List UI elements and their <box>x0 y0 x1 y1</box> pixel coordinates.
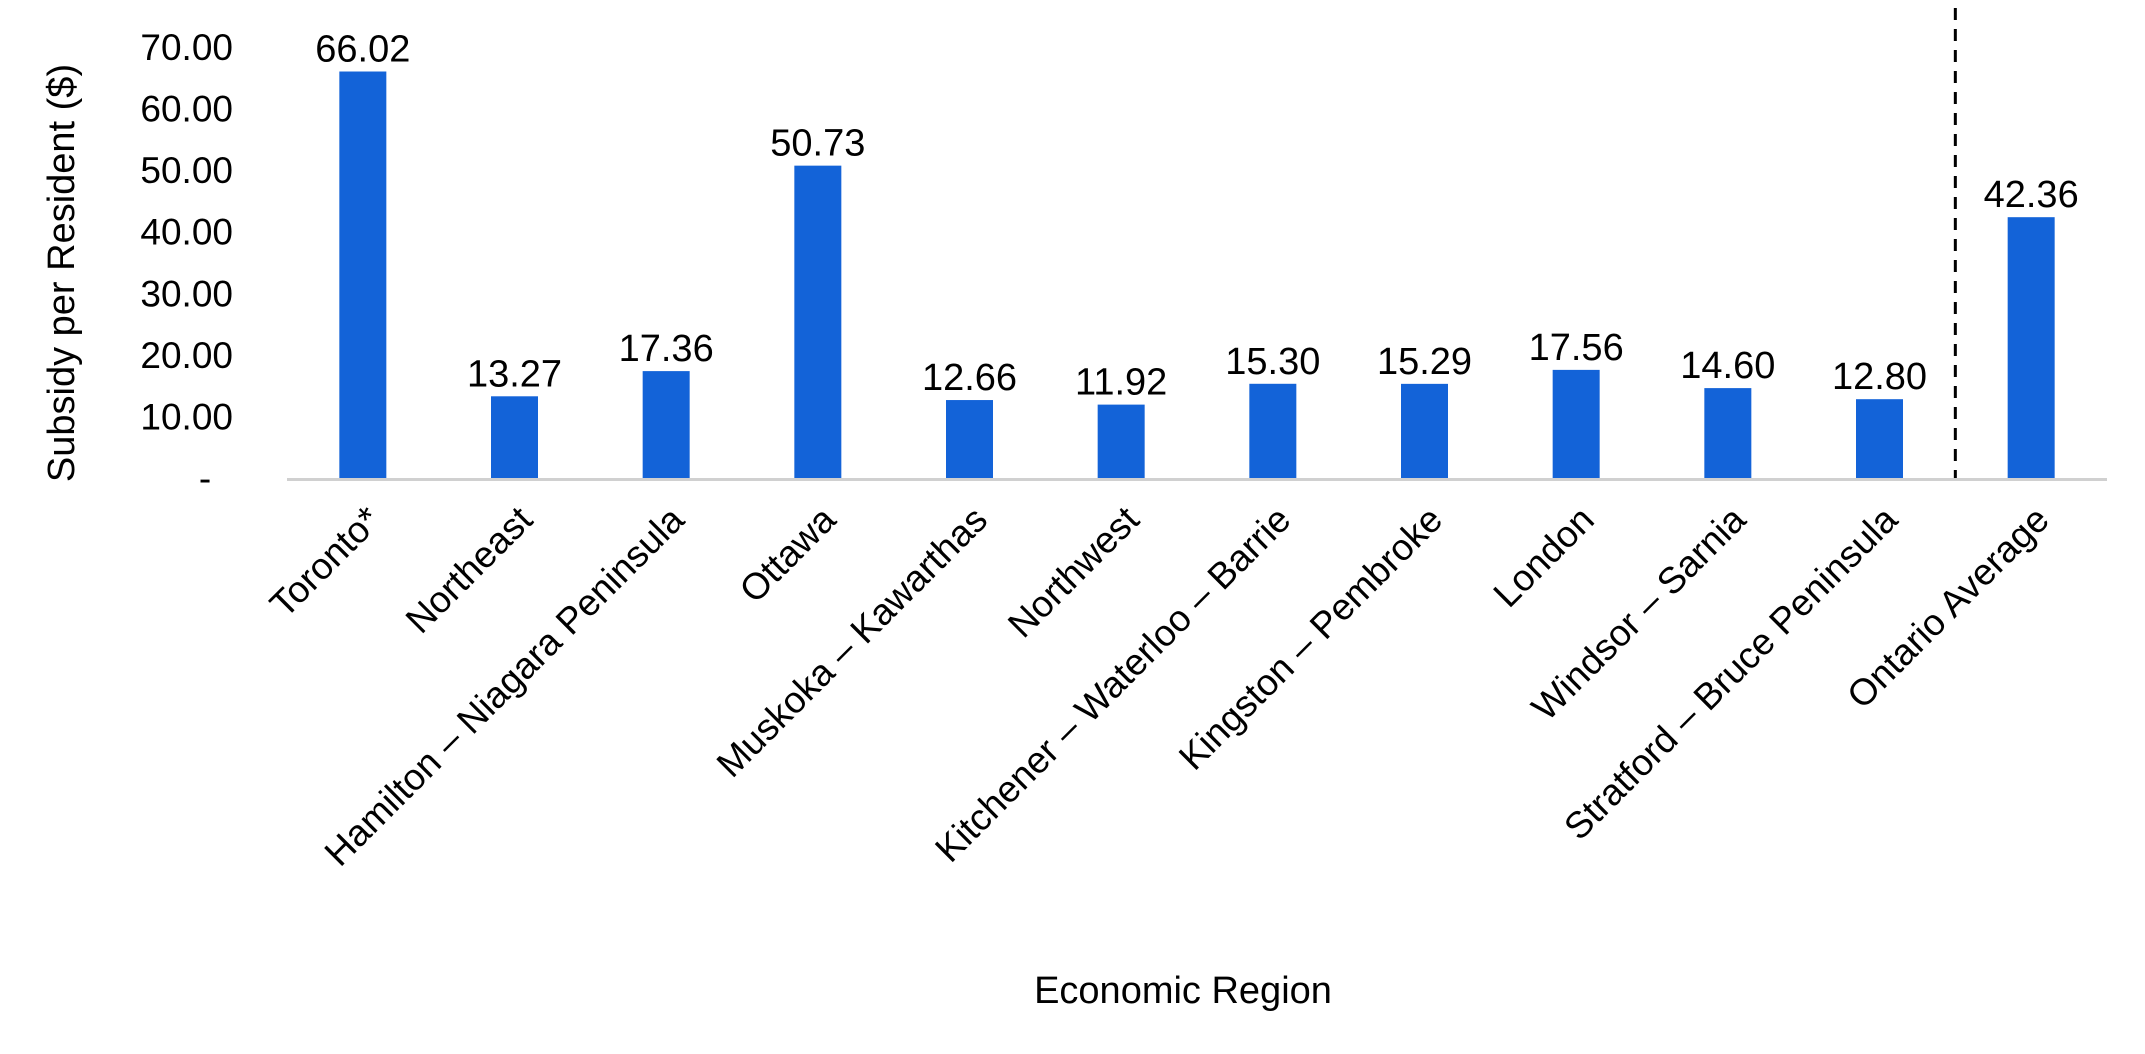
y-axis-ticks: - 10.00 20.00 30.00 40.00 50.00 60.00 70.00 <box>140 27 233 499</box>
y-tick-label: - <box>199 458 211 499</box>
category-label: Ottawa <box>732 498 844 610</box>
data-label: 11.92 <box>1075 362 1167 404</box>
y-tick-label: 70.00 <box>140 27 233 68</box>
bar <box>642 371 690 478</box>
category-label: London <box>1486 499 1602 615</box>
category-label: Northwest <box>1000 498 1147 645</box>
category-label: Toronto* <box>262 499 388 625</box>
bar <box>1401 383 1448 478</box>
data-label: 50.73 <box>770 123 865 165</box>
y-tick-label: 50.00 <box>140 150 233 191</box>
data-label: 17.56 <box>1529 327 1624 369</box>
data-labels: 66.02 13.27 17.36 50.73 12.66 11.92 15.30 15.29… <box>315 29 2078 404</box>
bar <box>1097 404 1145 478</box>
bar <box>1704 388 1752 478</box>
y-tick-label: 40.00 <box>140 212 233 253</box>
data-label: 42.36 <box>1984 174 2079 216</box>
bar <box>946 400 993 478</box>
bar <box>1856 399 1903 478</box>
category-label: Kingston – Pembroke <box>1171 499 1450 778</box>
bars <box>339 71 2055 479</box>
category-label: Muskoka – Kawarthas <box>709 499 995 785</box>
bar <box>491 396 538 478</box>
data-label: 13.27 <box>467 353 562 395</box>
bar <box>794 165 842 479</box>
data-label: 12.80 <box>1832 356 1927 398</box>
bar <box>339 71 387 478</box>
data-label: 14.60 <box>1680 345 1775 387</box>
data-label: 15.29 <box>1377 341 1472 383</box>
bar <box>1552 369 1600 478</box>
data-label: 66.02 <box>315 29 410 71</box>
x-axis-title: Economic Region <box>1034 970 1332 1012</box>
y-tick-label: 60.00 <box>140 89 233 130</box>
y-tick-label: 30.00 <box>140 273 233 314</box>
data-label: 17.36 <box>619 328 714 370</box>
y-axis-title: Subsidy per Resident ($) <box>41 64 83 482</box>
bar <box>2007 217 2055 479</box>
bar <box>1249 383 1297 478</box>
data-label: 12.66 <box>922 357 1017 399</box>
data-label: 15.30 <box>1225 341 1320 383</box>
category-label: Northeast <box>398 498 541 641</box>
y-tick-label: 10.00 <box>140 396 233 437</box>
y-tick-label: 20.00 <box>140 335 233 376</box>
